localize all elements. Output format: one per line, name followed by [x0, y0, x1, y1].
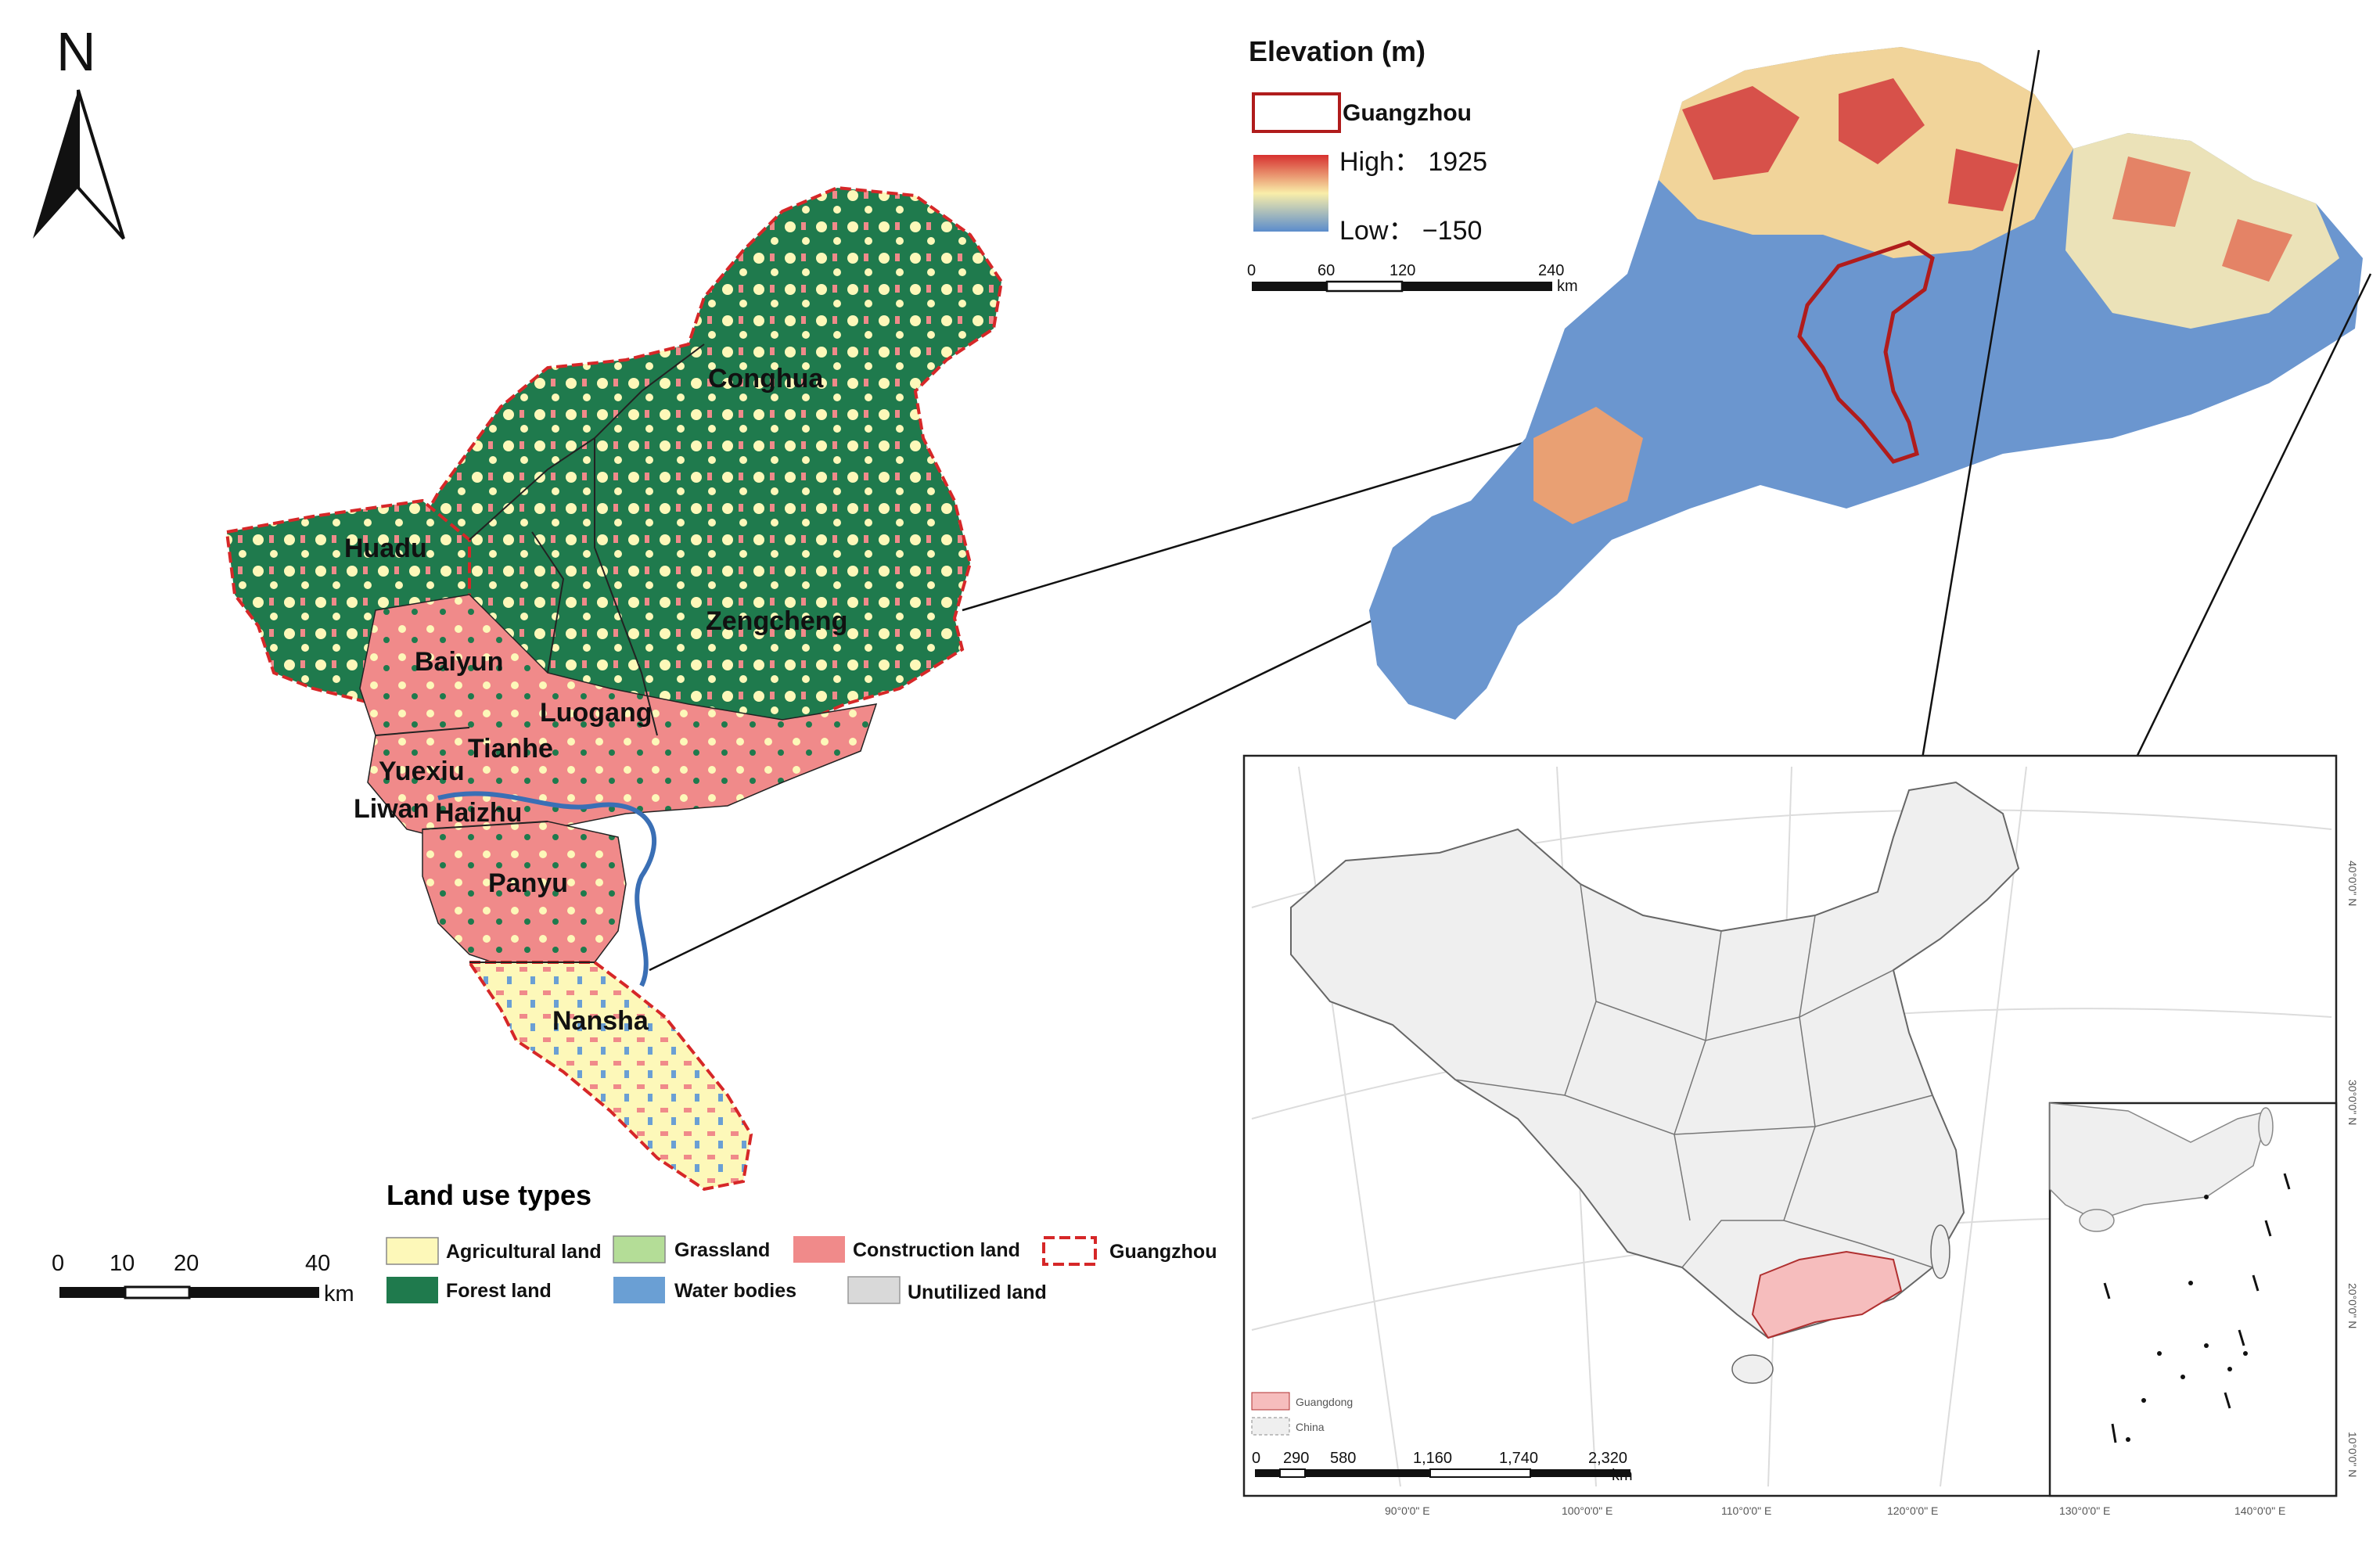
lat-label-40n: 40°0'0" N [2346, 861, 2359, 906]
guangzhou-outline-elevation [1797, 240, 1935, 464]
north-forest-region [404, 185, 1004, 753]
district-label-conghua: Conghua [708, 364, 824, 394]
north-arrow-label: N [56, 21, 96, 82]
legend-guangdong-swatch [1251, 1392, 1290, 1411]
china-scale-tick-1740: 1,740 [1499, 1450, 1538, 1467]
china-scale-tick-580: 580 [1330, 1450, 1356, 1467]
lon-label-110e: 110°0'0" E [1721, 1504, 1771, 1517]
guangzhou-boundary-swatch [1252, 92, 1341, 133]
hainan-island [1731, 1354, 1774, 1384]
lon-label-100e: 100°0'0" E [1562, 1504, 1612, 1517]
guangdong-highlands-peaks [1682, 78, 2019, 211]
south-china-sea-inset [2048, 1102, 2338, 1497]
urban-core-region [359, 594, 878, 846]
inset-lon-label-130e: 130°0'0" E [2059, 1504, 2110, 1517]
main-scale-tick-0: 0 [52, 1251, 64, 1276]
elevation-legend-guangzhou: Guangzhou [1343, 100, 1472, 126]
district-labels: Conghua Huadu Zengcheng Baiyun Luogang T… [344, 364, 847, 1036]
main-scale-tick-20: 20 [174, 1251, 199, 1276]
nine-dash-line [2103, 1173, 2291, 1443]
main-scale-tick-40: 40 [305, 1251, 330, 1276]
guangdong-highlight [1751, 1250, 1903, 1339]
china-scale-tick-2320: 2,320 [1588, 1450, 1627, 1467]
legend-guangzhou: Guangzhou [1109, 1241, 1217, 1263]
district-label-luogang: Luogang [540, 698, 653, 728]
main-scale-unit: km [324, 1281, 354, 1307]
legend-guangdong-label: Guangdong [1296, 1396, 1353, 1408]
land-use-legend: Land use types Agricultural land Forest … [386, 1179, 1217, 1304]
elev-scale-tick-120: 120 [1390, 262, 1415, 279]
legend-grassland: Grassland [674, 1239, 770, 1261]
china-scale-tick-290: 290 [1283, 1450, 1309, 1467]
pearl-river [437, 791, 657, 987]
land-use-legend-title: Land use types [386, 1179, 591, 1211]
guangdong-highlands-east-peaks [2112, 156, 2292, 282]
china-landmass [1290, 781, 2020, 1339]
district-label-zengcheng: Zengcheng [706, 606, 847, 636]
inset-islands [2126, 1195, 2248, 1442]
elev-scale-tick-0: 0 [1247, 262, 1256, 279]
district-label-tianhe: Tianhe [468, 734, 553, 764]
main-scale-bar: 0 10 20 40 km [52, 1251, 354, 1307]
district-label-panyu: Panyu [488, 868, 568, 898]
district-label-huadu: Huadu [344, 534, 427, 563]
china-scale-tick-1160: 1,160 [1413, 1450, 1452, 1467]
lon-label-120e: 120°0'0" E [1887, 1504, 1938, 1517]
legend-construction-land: Construction land [853, 1239, 1020, 1261]
district-label-haizhu: Haizhu [435, 798, 522, 828]
elev-scale-tick-60: 60 [1318, 262, 1335, 279]
legend-agricultural-land: Agricultural land [446, 1241, 602, 1263]
taiwan-island [1930, 1224, 1950, 1279]
china-scale-unit: km [1612, 1467, 1633, 1484]
china-overview-map: Guangdong China 0 290 580 1,160 1,740 2,… [1242, 754, 2359, 1517]
elevation-legend: Elevation (m) Guangzhou High： 1925 Low： … [1249, 35, 1487, 246]
legend-water-bodies: Water bodies [674, 1280, 796, 1302]
north-arrow-left-half [33, 90, 78, 239]
district-boundaries [375, 343, 705, 963]
china-scale-tick-0: 0 [1252, 1450, 1260, 1467]
guangdong-highlands-west [1533, 407, 1643, 524]
legend-unutilized-land: Unutilized land [908, 1281, 1047, 1303]
inset-lon-label-140e: 140°0'0" E [2234, 1504, 2285, 1517]
lon-label-90e: 90°0'0" E [1385, 1504, 1430, 1517]
guangdong-elevation-map [1369, 47, 2363, 720]
legend-china-label: China [1296, 1421, 1325, 1433]
elevation-color-ramp [1253, 155, 1328, 232]
district-label-nansha: Nansha [552, 1006, 649, 1036]
district-label-baiyun: Baiyun [415, 647, 503, 677]
guangzhou-land-use-map [225, 185, 1004, 1192]
legend-forest-land: Forest land [446, 1280, 552, 1302]
district-label-yuexiu: Yuexiu [379, 757, 465, 786]
elevation-low-label: Low： −150 [1339, 216, 1482, 246]
north-arrow-right-half [77, 89, 125, 240]
north-arrow: N [33, 21, 125, 240]
elev-scale-tick-240: 240 [1538, 262, 1564, 279]
inset-lat-label-10n: 10°0'0" N [2346, 1432, 2359, 1477]
elevation-legend-title: Elevation (m) [1249, 35, 1425, 67]
elevation-high-label: High： 1925 [1339, 147, 1487, 177]
elevation-scale-bar: 0 60 120 240 km [1247, 262, 1578, 295]
lat-label-30n: 30°0'0" N [2346, 1080, 2359, 1125]
main-scale-tick-10: 10 [110, 1251, 135, 1276]
inset-lat-label-20n: 20°0'0" N [2346, 1283, 2359, 1328]
legend-china-swatch [1251, 1417, 1290, 1436]
elev-scale-unit: km [1557, 278, 1578, 295]
province-boundaries [1454, 883, 1933, 1268]
district-label-liwan: Liwan [354, 794, 429, 824]
nansha-region [466, 961, 753, 1192]
